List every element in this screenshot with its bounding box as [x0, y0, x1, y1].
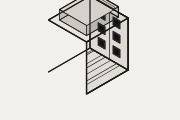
- Polygon shape: [91, 0, 118, 17]
- Polygon shape: [60, 0, 91, 20]
- Polygon shape: [60, 0, 118, 25]
- Polygon shape: [48, 0, 128, 42]
- Polygon shape: [60, 10, 87, 36]
- Polygon shape: [100, 40, 103, 47]
- Polygon shape: [100, 11, 103, 18]
- Polygon shape: [100, 25, 103, 32]
- Polygon shape: [63, 0, 115, 25]
- Polygon shape: [87, 18, 128, 94]
- Polygon shape: [90, 0, 128, 70]
- Polygon shape: [114, 48, 118, 55]
- Polygon shape: [98, 37, 105, 49]
- Polygon shape: [98, 22, 105, 35]
- Polygon shape: [114, 19, 118, 26]
- Polygon shape: [98, 8, 105, 21]
- Polygon shape: [113, 45, 120, 58]
- Polygon shape: [91, 0, 115, 9]
- Polygon shape: [114, 34, 118, 41]
- Polygon shape: [113, 31, 120, 44]
- Polygon shape: [113, 17, 120, 29]
- Polygon shape: [87, 7, 118, 36]
